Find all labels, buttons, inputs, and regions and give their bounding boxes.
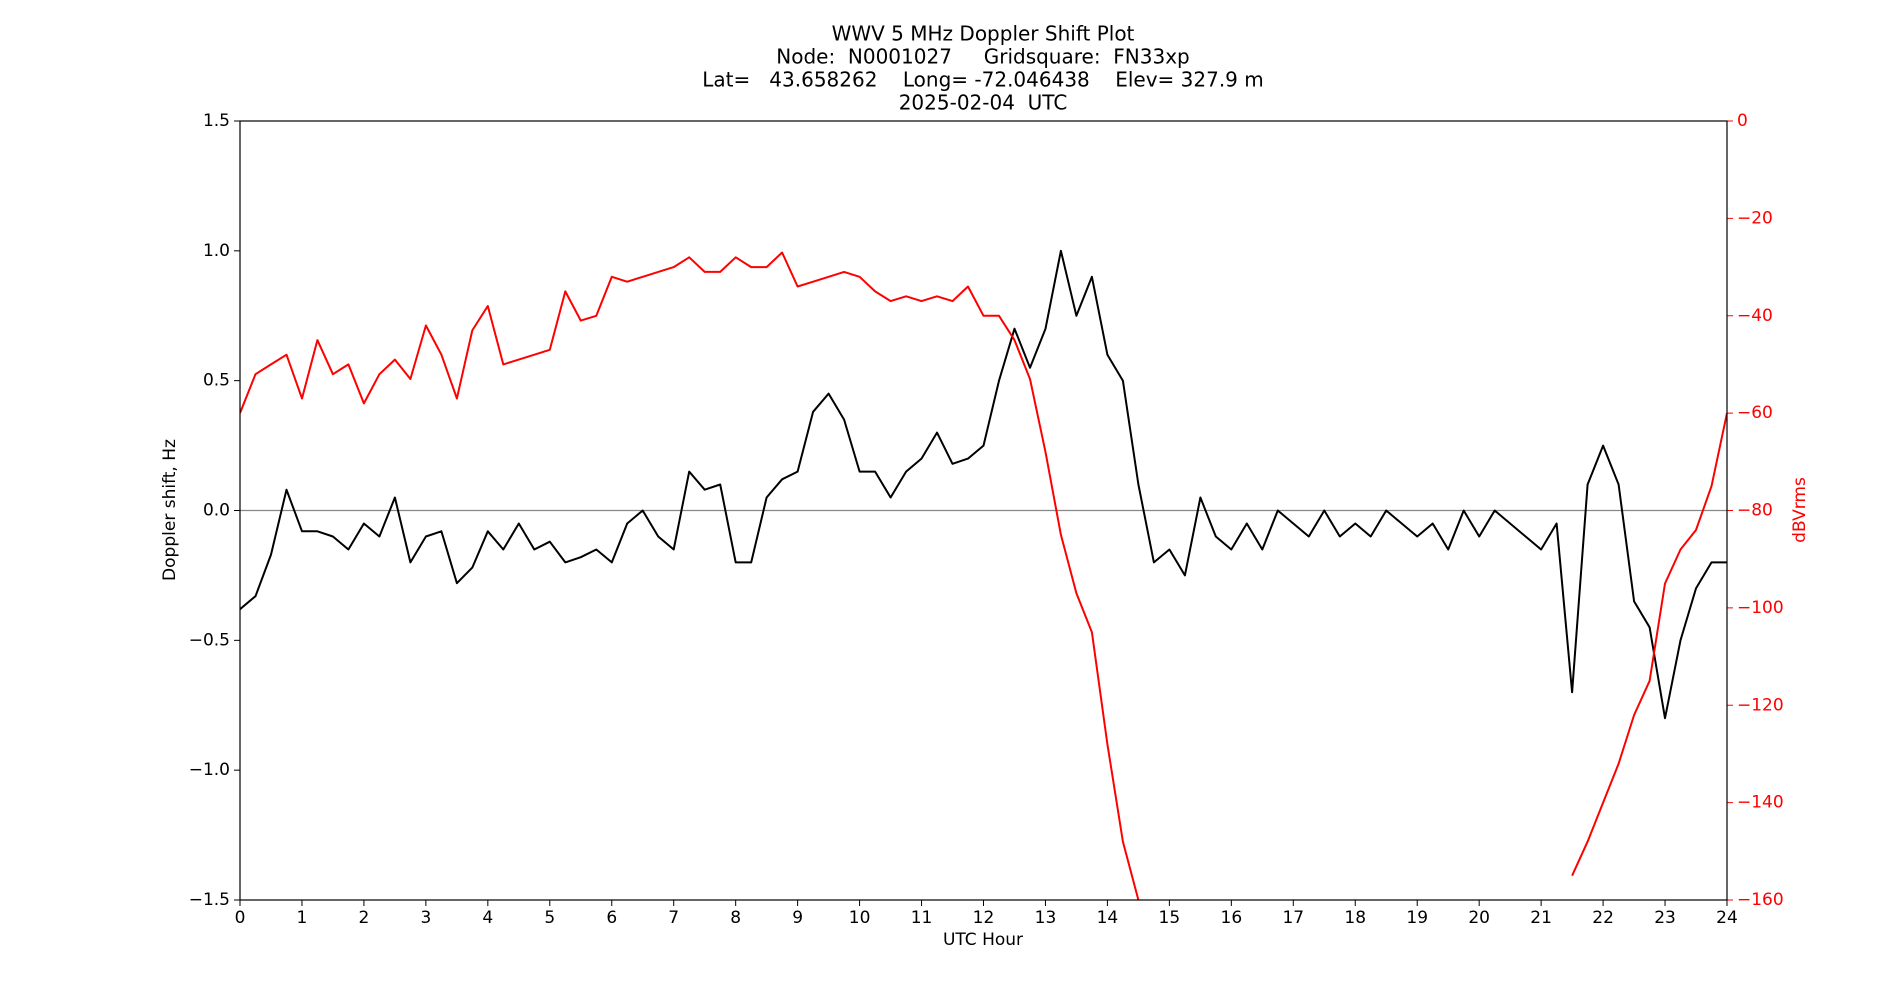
x-tick-label: 22 — [1592, 908, 1614, 928]
y-tick-label: −1.0 — [189, 760, 230, 780]
y2-axis-label: dBVrms — [1790, 477, 1810, 543]
y2-tick-label: −80 — [1737, 501, 1773, 521]
x-tick-label: 18 — [1344, 908, 1366, 928]
title-line: WWV 5 MHz Doppler Shift Plot — [832, 22, 1135, 46]
x-tick-label: 19 — [1406, 908, 1428, 928]
x-tick-label: 17 — [1282, 908, 1304, 928]
title-line: Node: N0001027 Gridsquare: FN33xp — [776, 45, 1189, 69]
y2-tick-label: −140 — [1737, 793, 1784, 813]
x-tick-label: 14 — [1097, 908, 1119, 928]
y-tick-label: 1.5 — [203, 111, 230, 131]
y2-tick-label: −20 — [1737, 208, 1773, 228]
y-tick-label: 0.0 — [203, 501, 230, 521]
x-tick-label: 7 — [668, 908, 679, 928]
x-tick-label: 2 — [359, 908, 370, 928]
y-tick-label: 0.5 — [203, 371, 230, 391]
x-tick-label: 16 — [1221, 908, 1243, 928]
x-tick-label: 21 — [1530, 908, 1552, 928]
y2-tick-label: −60 — [1737, 403, 1773, 423]
x-tick-label: 1 — [297, 908, 308, 928]
series-line — [240, 251, 1727, 900]
y2-tick-label: −100 — [1737, 598, 1784, 618]
x-tick-label: 20 — [1468, 908, 1490, 928]
y2-tick-label: −160 — [1737, 890, 1784, 910]
plot-frame — [239, 120, 1728, 901]
y-tick-label: −1.5 — [189, 890, 230, 910]
series-line — [240, 249, 1727, 720]
x-tick-label: 0 — [235, 908, 246, 928]
title-line: Lat= 43.658262 Long= -72.046438 Elev= 32… — [702, 68, 1264, 92]
y2-tick-label: 0 — [1737, 111, 1748, 131]
x-tick-label: 23 — [1654, 908, 1676, 928]
x-tick-label: 24 — [1716, 908, 1738, 928]
x-tick-label: 9 — [792, 908, 803, 928]
y2-tick-label: −40 — [1737, 306, 1773, 326]
y-tick-label: 1.0 — [203, 241, 230, 261]
x-tick-label: 12 — [973, 908, 995, 928]
title-line: 2025-02-04 UTC — [899, 91, 1068, 115]
x-tick-label: 4 — [482, 908, 493, 928]
x-tick-label: 8 — [730, 908, 741, 928]
x-tick-label: 6 — [606, 908, 617, 928]
x-tick-label: 10 — [849, 908, 871, 928]
x-tick-label: 13 — [1035, 908, 1057, 928]
y2-tick-label: −120 — [1737, 695, 1784, 715]
x-tick-label: 15 — [1159, 908, 1181, 928]
y-axis-label: Doppler shift, Hz — [160, 439, 180, 581]
x-axis-label: UTC Hour — [943, 930, 1023, 950]
y-tick-label: −0.5 — [189, 630, 230, 650]
x-tick-label: 11 — [911, 908, 933, 928]
x-tick-label: 3 — [420, 908, 431, 928]
x-tick-label: 5 — [544, 908, 555, 928]
